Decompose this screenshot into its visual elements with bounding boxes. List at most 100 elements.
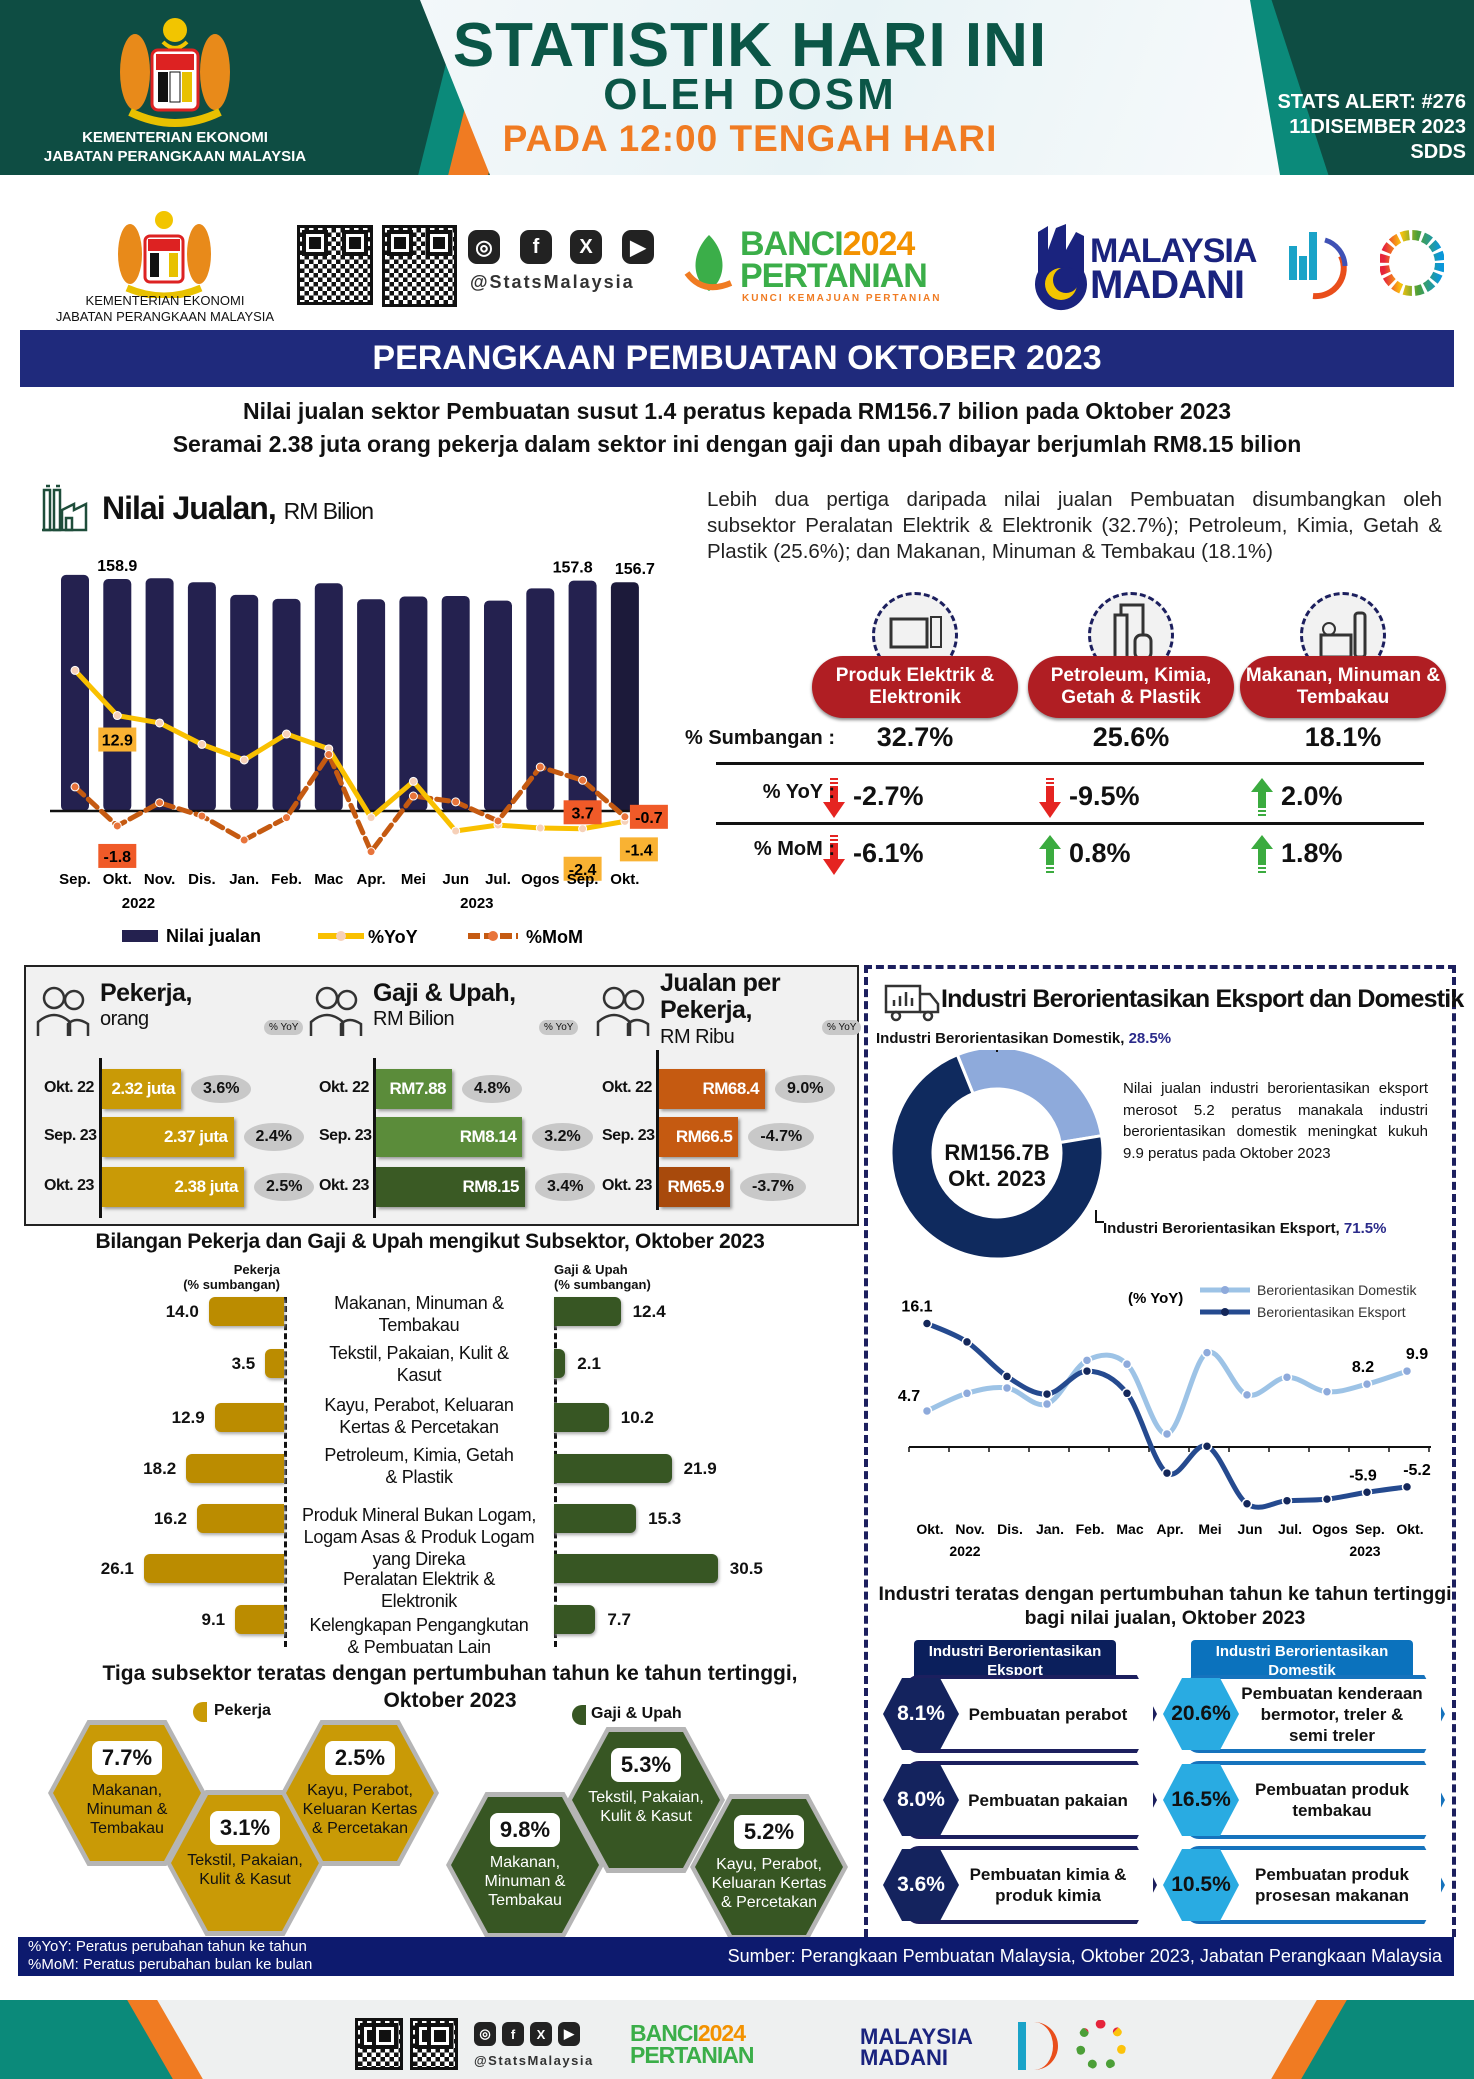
hexagon-pct: 5.3% — [610, 1748, 682, 1782]
yoy-point — [239, 755, 249, 765]
bottom-logo-strip — [0, 2000, 1474, 2079]
hexagon-pct: 5.2% — [733, 1815, 805, 1849]
subsector-category-line: Produk Mineral Bukan Logam, — [301, 1505, 537, 1525]
month-tick-label: Mei — [1198, 1521, 1221, 1537]
social-handle-footer[interactable]: @StatsMalaysia — [474, 2053, 594, 2068]
kpi-yoy-pill: 9.0% — [775, 1075, 836, 1103]
subsector-category-line: & Pembuatan Lain — [347, 1637, 491, 1657]
export-industry-pct: 8.0% — [883, 1764, 959, 1836]
export-point — [1121, 1388, 1133, 1399]
youtube-icon[interactable]: ▶ — [622, 230, 654, 264]
qr-code-footer-1[interactable] — [355, 2018, 403, 2070]
x-twitter-icon[interactable]: X — [570, 230, 602, 264]
donut-slice-domestic — [955, 1050, 1104, 1145]
gaji-value: 12.4 — [632, 1302, 666, 1321]
banci-logo: BANCI2024 PERTANIAN — [740, 225, 928, 293]
yoy-label-box — [619, 837, 658, 862]
kpi-period: Okt. 23 — [602, 1177, 652, 1194]
donut-total: RM156.7B — [944, 1140, 1050, 1165]
domestic-industry-card — [1185, 1675, 1445, 1753]
domestic-value-label: 9.9 — [1406, 1346, 1428, 1363]
kpi-axis — [373, 1058, 376, 1218]
donut-period: Okt. 2023 — [948, 1166, 1046, 1191]
mom-point — [451, 797, 461, 807]
mom-point — [155, 798, 165, 808]
month-tick-label: Sep. — [59, 871, 91, 888]
qr-code-footer-2[interactable] — [410, 2018, 458, 2070]
footer-notes: %YoY: Peratus perubahan tahun ke tahun %… — [28, 1938, 312, 1974]
table-divider — [716, 762, 1424, 765]
banci-year: 2024 — [842, 225, 916, 263]
x-twitter-icon-footer[interactable]: X — [530, 2022, 552, 2046]
domestic-point — [1161, 1428, 1173, 1440]
coat-of-arms-logo — [120, 18, 230, 127]
coat-of-arms-logo-small — [118, 211, 211, 298]
facebook-icon[interactable]: f — [520, 230, 552, 264]
month-tick-label: Okt. — [916, 1521, 943, 1537]
month-tick-label: Mei — [401, 871, 426, 888]
mom-label-box — [98, 843, 137, 868]
sdds-label: SDDS — [1410, 141, 1466, 163]
social-handle[interactable]: @StatsMalaysia — [470, 272, 635, 292]
domestic-point — [1241, 1389, 1253, 1401]
domestic-point — [1041, 1398, 1053, 1410]
yoy-point — [155, 718, 165, 728]
banci-word-footer: BANCI — [630, 2020, 699, 2046]
sales-bar-label: 158.9 — [97, 558, 137, 575]
pekerja-bar — [214, 1403, 284, 1432]
kpi-bar: 2.38 juta — [102, 1167, 244, 1207]
ministry-line1: KEMENTERIAN EKONOMI — [82, 129, 268, 146]
domestic-label: Industri Berorientasikan Domestik, — [876, 1030, 1125, 1047]
category-pill: Produk Elektrik & Elektronik — [812, 656, 1018, 718]
youtube-icon-footer[interactable]: ▶ — [558, 2022, 580, 2046]
export-point — [1041, 1388, 1053, 1400]
source-note: Sumber: Perangkaan Pembuatan Malaysia, O… — [727, 1946, 1442, 1966]
top3-title: Tiga subsektor teratas dengan pertumbuha… — [102, 1662, 798, 1712]
hand-growth-icon — [592, 980, 654, 1040]
sales-bar — [103, 579, 132, 811]
month-tick-label: Mac — [314, 871, 343, 888]
year-label: 2023 — [1349, 1543, 1380, 1559]
mom-point — [493, 816, 503, 826]
gaji-bar — [554, 1403, 609, 1432]
kpi-title: Jualan per Pekerja, — [660, 969, 781, 1024]
pekerja-bar — [143, 1554, 284, 1583]
mom-value: 0.8% — [1069, 838, 1131, 868]
export-domestic-panel — [864, 965, 1456, 1937]
y-unit-label: (% YoY) — [1128, 1290, 1183, 1307]
subsector-category-line: Tembakau — [378, 1315, 460, 1335]
facebook-icon-footer[interactable]: f — [502, 2022, 524, 2046]
subsector-category-line: & Plastik — [385, 1467, 453, 1487]
export-line — [925, 1321, 1408, 1510]
month-tick-label: Okt. — [610, 871, 639, 888]
gaji-value: 30.5 — [729, 1559, 763, 1578]
share-value: 32.7% — [876, 722, 954, 752]
sales-title-text: Nilai Jualan, — [102, 490, 277, 526]
year-label: 2022 — [949, 1543, 980, 1559]
stats-alert-number: STATS ALERT: #276 — [1277, 91, 1466, 113]
kpi-period: Okt. 23 — [44, 1177, 94, 1194]
banner-subtitle: OLEH DOSM — [603, 70, 897, 119]
sales-chart: 158.9 157.8 156.7 12.9 -2.4 -1.4 -1.8 3.7 -0.7 Se… — [50, 558, 668, 947]
yoy-tag: % YoY — [822, 1020, 862, 1035]
gaji-bar — [554, 1504, 637, 1533]
qr-code-2[interactable] — [382, 225, 457, 307]
pekerja-bar — [265, 1349, 284, 1378]
yoy-point — [70, 665, 80, 675]
kpi-unit: orang — [100, 1008, 149, 1030]
center-axis-left — [284, 1297, 287, 1647]
month-tick-label: Dis. — [188, 871, 216, 888]
mom-point — [239, 835, 249, 845]
instagram-icon-footer[interactable]: ◎ — [474, 2022, 496, 2046]
kpi-bar: RM8.15 — [376, 1167, 525, 1207]
sales-bar — [61, 574, 89, 811]
yoy-point — [451, 826, 461, 836]
sales-bar — [526, 588, 555, 811]
qr-code-1[interactable] — [297, 225, 373, 305]
yoy-tag: % YoY — [264, 1020, 304, 1035]
table-divider — [716, 822, 1424, 825]
kpi-period: Okt. 23 — [319, 1177, 369, 1194]
export-domestic-donut — [889, 1050, 1105, 1261]
kpi-bar: 2.32 juta — [102, 1069, 181, 1109]
instagram-icon[interactable]: ◎ — [468, 230, 500, 264]
